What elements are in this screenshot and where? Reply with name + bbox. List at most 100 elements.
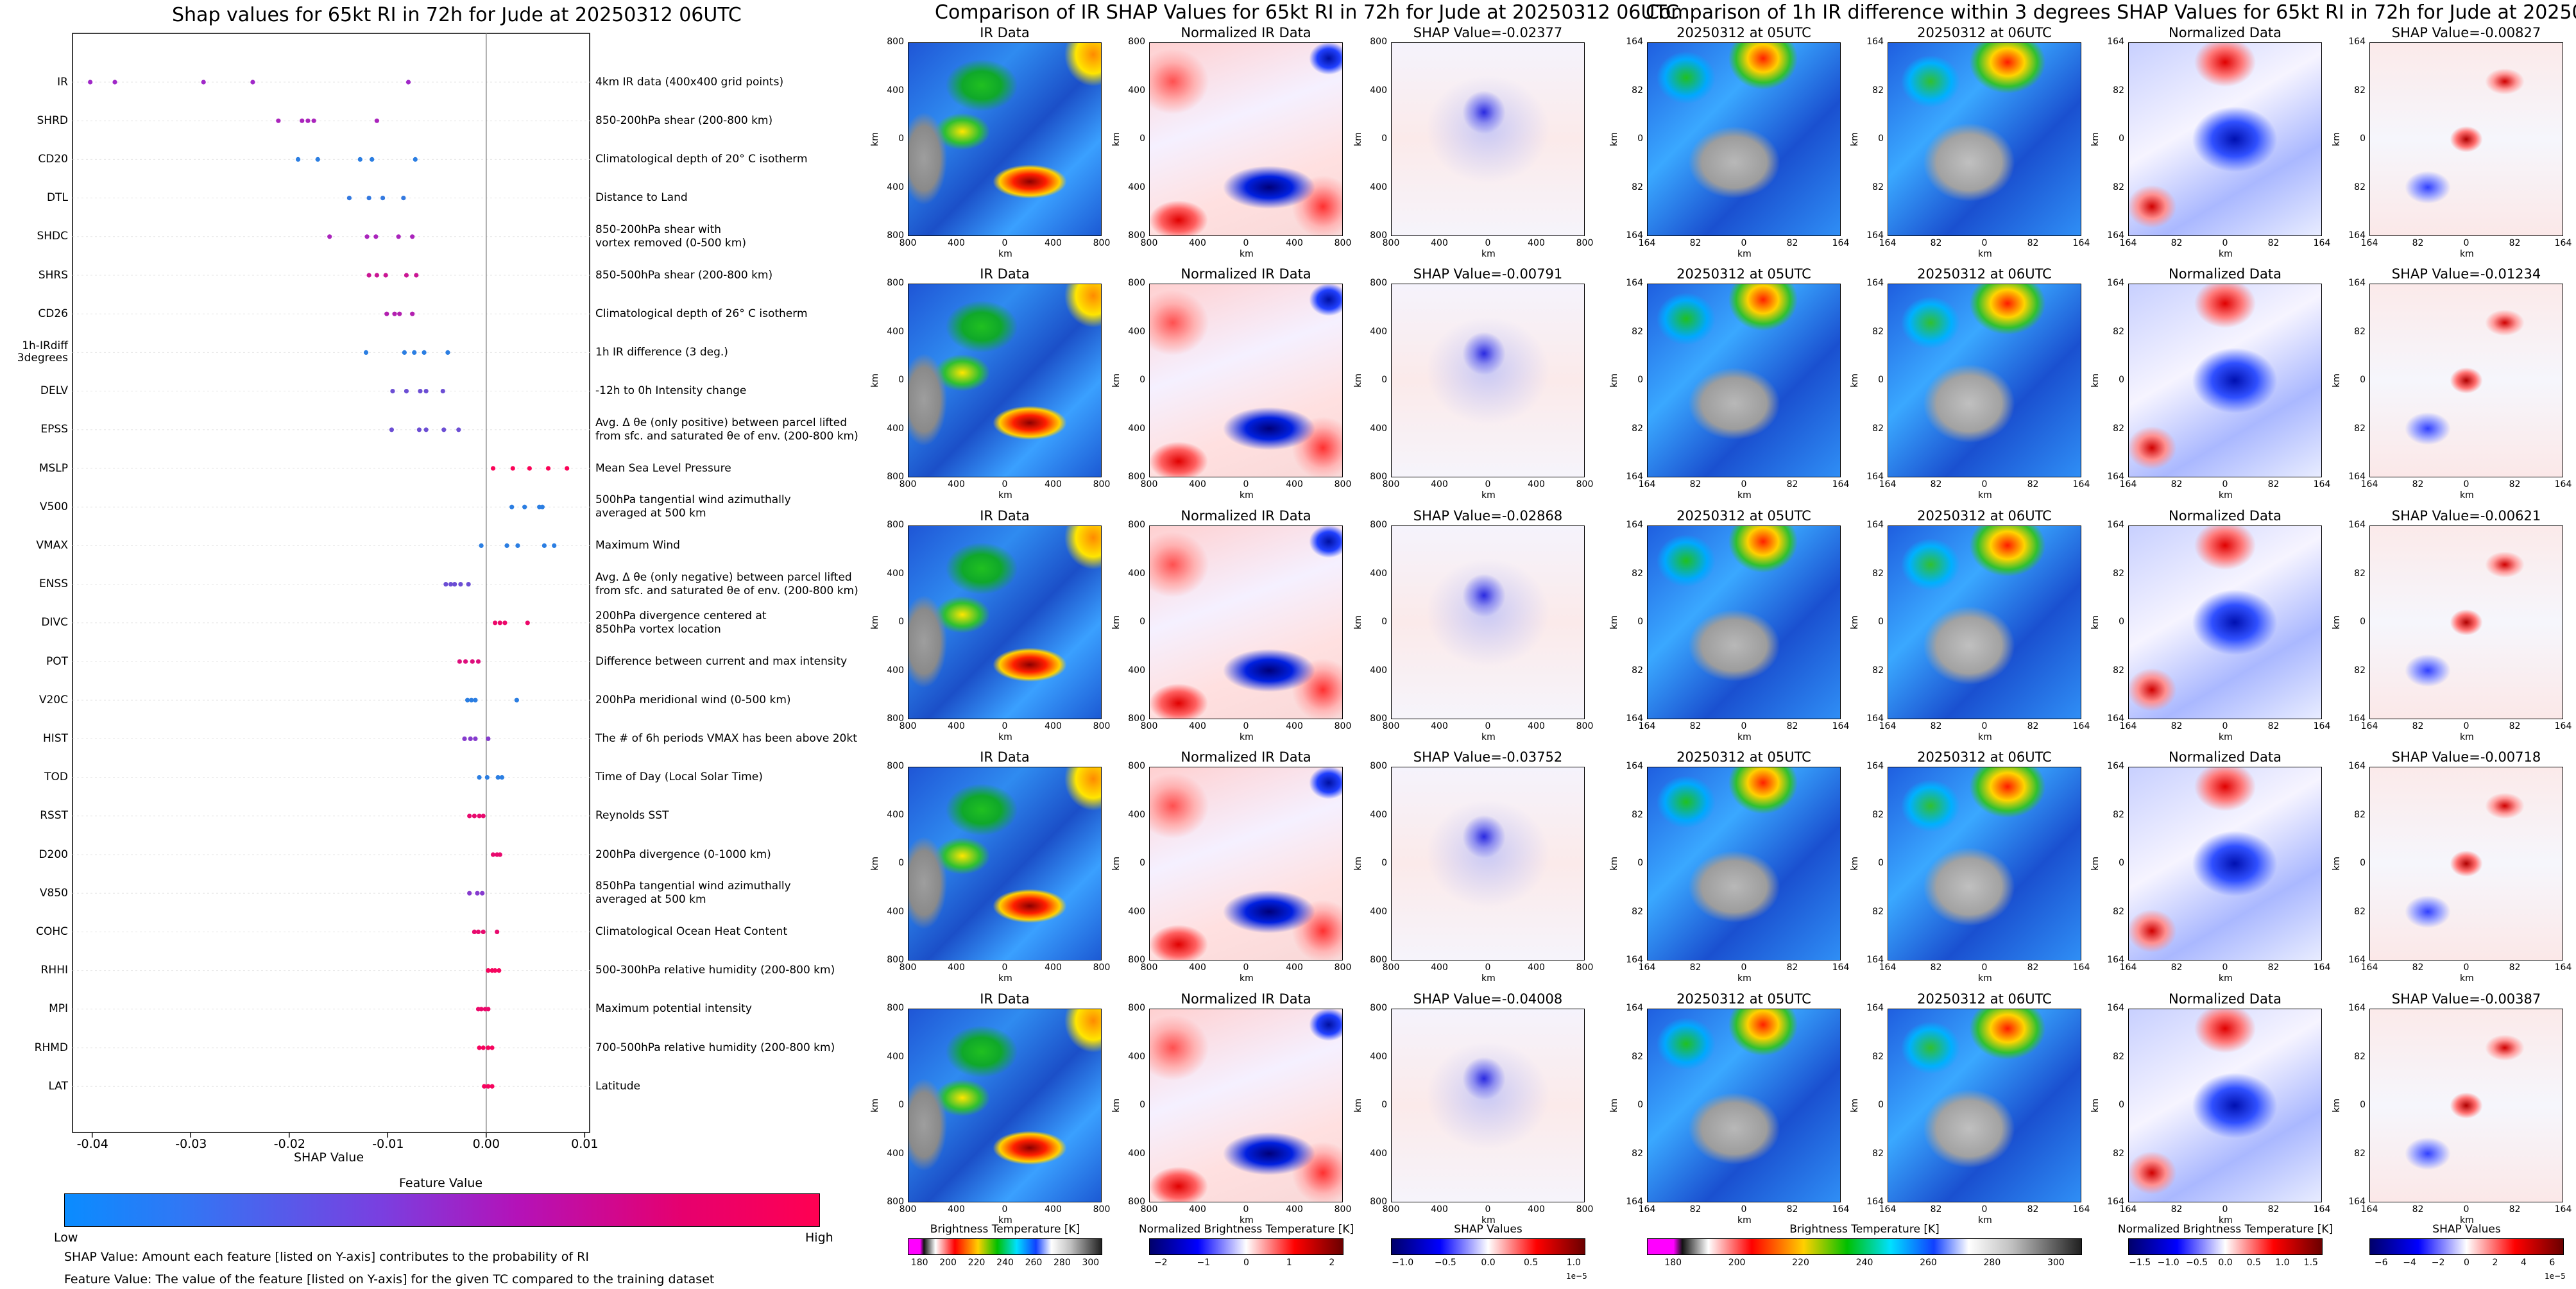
x-tick-label: 800 (1334, 721, 1352, 731)
feature-label: IR (57, 75, 68, 89)
y-tick-label: 800 (887, 1197, 904, 1207)
y-tick-label: 800 (887, 37, 904, 47)
y-tick-label: 164 (1866, 230, 1884, 241)
panel-title: SHAP Value=-0.04008 (1413, 991, 1563, 1007)
y-tick-label: 400 (1370, 326, 1387, 337)
panel-title: SHAP Value=-0.00791 (1413, 266, 1563, 282)
panel-title: Normalized IR Data (1181, 508, 1311, 524)
x-axis-label: km (1737, 249, 1752, 259)
y-axis-label: km (2331, 615, 2342, 629)
colorbar-tick-label: 0.0 (2218, 1258, 2233, 1268)
shap-point (422, 350, 427, 355)
y-tick-label: 800 (1128, 278, 1145, 288)
feature-description: 850hPa tangential wind azimuthally avera… (595, 880, 791, 907)
x-tick-label: 164 (2072, 1204, 2090, 1215)
y-tick-label: 800 (1128, 1197, 1145, 1207)
feature-label: LAT (48, 1079, 68, 1093)
panel-title: Normalized Data (2169, 25, 2282, 40)
y-tick-label: 400 (1370, 906, 1387, 917)
panel-title: SHAP Value=-0.02868 (1413, 508, 1563, 524)
y-tick-label: 800 (1370, 278, 1387, 288)
x-tick-label: 82 (2027, 721, 2039, 731)
y-tick-label: 82 (1632, 182, 1643, 192)
x-tick-label: 400 (948, 721, 965, 731)
x-axis-label: km (998, 1215, 1012, 1225)
feature-description: Avg. Δ θe (only negative) between parcel… (595, 570, 858, 597)
shap-point (418, 389, 423, 394)
y-tick-label: 400 (1128, 568, 1145, 579)
y-tick-label: 0 (1637, 375, 1643, 385)
shap-point (112, 80, 117, 85)
y-tick-label: 164 (1866, 37, 1884, 47)
y-tick-label: 400 (1370, 809, 1387, 820)
image-panel (1391, 284, 1585, 477)
y-axis-label: km (2090, 857, 2101, 871)
image-panel (1888, 42, 2081, 236)
x-tick-label: 82 (2267, 1204, 2280, 1215)
x-tick-label: 800 (1576, 238, 1594, 248)
y-tick-label: 400 (887, 182, 904, 192)
x-tick-label: 800 (1093, 1204, 1111, 1215)
y-tick-label: 82 (2354, 182, 2366, 192)
shap-point (456, 427, 461, 432)
x-tick-label: 400 (1189, 1204, 1206, 1215)
shap-point (497, 620, 502, 626)
y-axis-label: km (2090, 1098, 2101, 1113)
x-tick-label: 0 (2222, 238, 2228, 248)
y-tick-label: 0 (2119, 1100, 2124, 1110)
y-tick-label: 400 (1128, 85, 1145, 96)
x-tick-label: 82 (1689, 479, 1702, 490)
y-tick-label: 400 (887, 1051, 904, 1062)
panel-title: Normalized IR Data (1181, 749, 1311, 765)
y-tick-label: 400 (1128, 906, 1145, 917)
x-tick-label: 800 (1140, 1204, 1158, 1215)
y-tick-label: 82 (1872, 809, 1884, 820)
shap-point (346, 196, 352, 201)
x-tick-label: 0 (1243, 721, 1249, 731)
x-tick-label: 82 (2267, 962, 2280, 973)
y-tick-label: 0 (1637, 858, 1643, 868)
y-tick-label: 164 (1866, 955, 1884, 965)
y-axis-label: km (2090, 132, 2101, 146)
colorbar-label: Brightness Temperature [K] (1789, 1223, 1940, 1236)
shap-point (305, 118, 311, 123)
y-tick-label: 400 (1370, 1051, 1387, 1062)
panel-title: 20250312 at 05UTC (1676, 266, 1811, 282)
shap-point (475, 929, 481, 934)
x-tick-label: 164 (2360, 479, 2378, 490)
shap-point (401, 196, 406, 201)
x-tick-label: 164 (2119, 238, 2137, 248)
feature-label: DELV (40, 384, 68, 398)
shap-point (565, 466, 570, 471)
x-tick-label: 82 (1786, 962, 1798, 973)
colorbar-tick-label: −1 (1197, 1258, 1211, 1268)
y-tick-label: 164 (1866, 761, 1884, 771)
x-tick-label: 400 (1189, 479, 1206, 490)
y-tick-label: 82 (2113, 85, 2124, 96)
colorbar-tick-label: 2 (1329, 1258, 1335, 1268)
y-tick-label: 164 (2107, 230, 2124, 241)
y-tick-label: 164 (2348, 1003, 2366, 1013)
panel-title: IR Data (980, 508, 1030, 524)
feature-description: 500-300hPa relative humidity (200-800 km… (595, 964, 835, 977)
colorbar-label: Normalized Brightness Temperature [K] (1138, 1223, 1354, 1236)
y-tick-label: 0 (1878, 1100, 1884, 1110)
x-tick-label: 82 (2171, 238, 2183, 248)
y-tick-label: 0 (1637, 1100, 1643, 1110)
image-panel (2369, 1009, 2563, 1202)
x-tick-label: 82 (2412, 721, 2424, 731)
y-tick-label: 0 (1878, 858, 1884, 868)
y-tick-label: 800 (1128, 1003, 1145, 1013)
y-tick-label: 400 (1128, 1148, 1145, 1159)
y-tick-label: 164 (2107, 1003, 2124, 1013)
y-tick-label: 82 (1632, 326, 1643, 337)
feature-description: Distance to Land (595, 191, 688, 205)
y-axis-label: km (1608, 1098, 1619, 1113)
x-axis-label: km (1481, 490, 1496, 500)
y-tick-label: 82 (1872, 423, 1884, 434)
y-axis-label: km (1849, 615, 1860, 629)
y-tick-label: 400 (887, 1148, 904, 1159)
image-panel (2128, 525, 2322, 719)
y-tick-label: 82 (2113, 182, 2124, 192)
shap-point (410, 234, 415, 239)
